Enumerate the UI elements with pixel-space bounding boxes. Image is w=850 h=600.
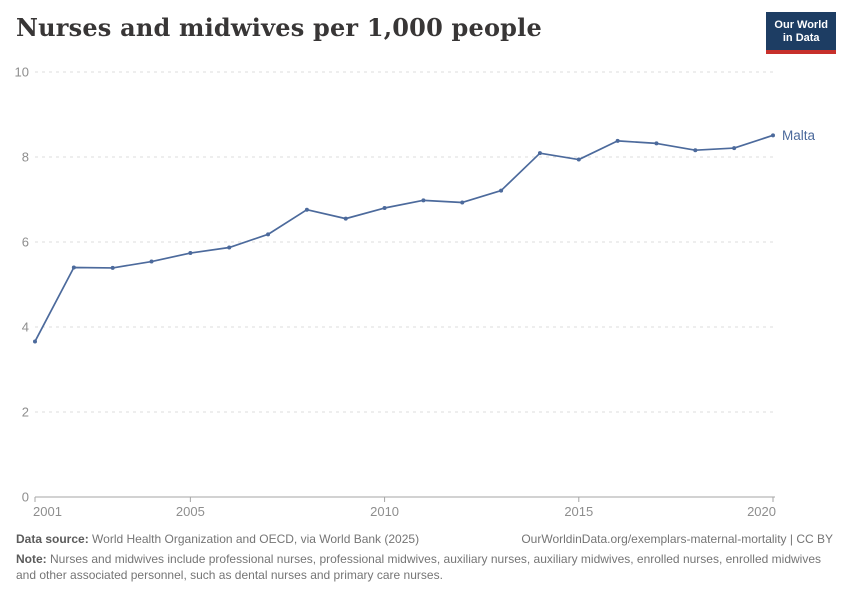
data-source-label: Data source: [16, 532, 89, 546]
series-line-malta[interactable] [34, 134, 774, 343]
data-point[interactable] [576, 157, 581, 162]
data-point[interactable] [537, 151, 542, 156]
data-point[interactable] [304, 207, 309, 212]
note-text: Nurses and midwives include professional… [16, 552, 821, 582]
data-point[interactable] [71, 265, 76, 270]
note-label: Note: [16, 552, 47, 566]
series-end-label: Malta [782, 128, 816, 143]
y-tick-label: 8 [22, 150, 29, 165]
data-point[interactable] [149, 259, 154, 264]
data-point[interactable] [771, 133, 775, 138]
data-point[interactable] [615, 138, 620, 143]
chart-footer: Data source: World Health Organization a… [16, 531, 833, 583]
data-point[interactable] [693, 148, 698, 153]
data-point[interactable] [188, 251, 193, 256]
owid-logo[interactable]: Our World in Data [766, 12, 836, 54]
x-tick-label: 2015 [564, 504, 593, 519]
data-point[interactable] [382, 206, 387, 210]
data-point[interactable] [499, 188, 504, 193]
y-tick-label: 2 [22, 405, 29, 420]
data-point[interactable] [732, 146, 737, 151]
data-point[interactable] [266, 232, 271, 237]
data-point[interactable] [460, 200, 465, 205]
owid-logo-line2: in Data [782, 32, 820, 44]
x-tick-label: 2005 [176, 504, 205, 519]
y-tick-label: 0 [22, 490, 29, 505]
data-point[interactable] [343, 216, 348, 221]
y-tick-label: 10 [15, 65, 29, 80]
data-point[interactable] [33, 339, 37, 344]
data-source: Data source: World Health Organization a… [16, 531, 419, 547]
x-tick-label: 2020 [747, 504, 776, 519]
data-point[interactable] [227, 245, 232, 250]
data-point[interactable] [654, 141, 659, 146]
y-tick-label: 4 [22, 320, 29, 335]
y-tick-label: 6 [22, 235, 29, 250]
data-point[interactable] [110, 265, 115, 270]
owid-citation-link[interactable]: OurWorldinData.org/exemplars-maternal-mo… [521, 532, 833, 546]
x-tick-label: 2001 [33, 504, 62, 519]
data-point[interactable] [421, 198, 426, 203]
chart-note: Note: Nurses and midwives include profes… [16, 551, 833, 583]
x-tick-label: 2010 [370, 504, 399, 519]
data-source-text: World Health Organization and OECD, via … [88, 532, 420, 546]
owid-logo-line1: Our World [774, 19, 828, 31]
page-title: Nurses and midwives per 1,000 people [16, 13, 542, 42]
